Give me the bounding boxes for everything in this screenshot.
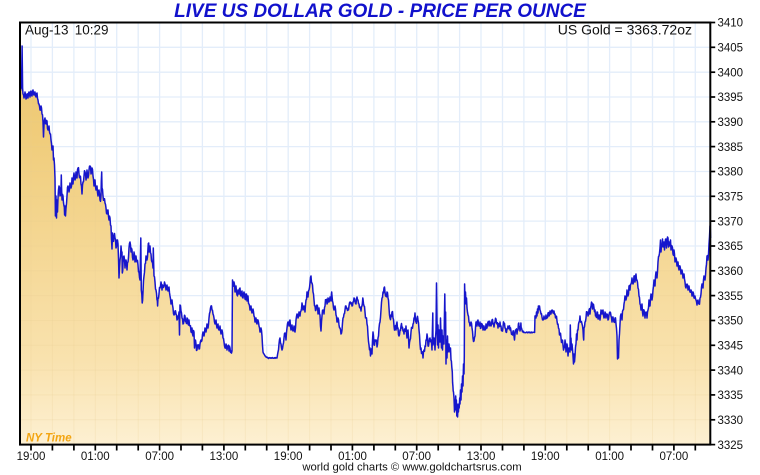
svg-text:3375: 3375 bbox=[718, 192, 744, 204]
svg-text:3330: 3330 bbox=[718, 415, 744, 427]
svg-text:3345: 3345 bbox=[718, 341, 744, 353]
svg-text:3335: 3335 bbox=[718, 390, 744, 402]
svg-text:3380: 3380 bbox=[718, 167, 744, 179]
svg-text:01:00: 01:00 bbox=[595, 451, 624, 463]
svg-text:10:29: 10:29 bbox=[75, 23, 109, 38]
svg-text:3355: 3355 bbox=[718, 291, 744, 303]
svg-text:13:00: 13:00 bbox=[210, 451, 239, 463]
svg-text:01:00: 01:00 bbox=[338, 451, 367, 463]
svg-text:3400: 3400 bbox=[718, 67, 744, 79]
svg-text:19:00: 19:00 bbox=[17, 451, 46, 463]
svg-text:US Gold = 3363.72oz: US Gold = 3363.72oz bbox=[558, 22, 692, 38]
svg-text:3370: 3370 bbox=[718, 216, 744, 228]
svg-text:3405: 3405 bbox=[718, 43, 744, 55]
svg-text:3390: 3390 bbox=[718, 117, 744, 129]
svg-text:3325: 3325 bbox=[718, 440, 744, 452]
svg-text:3340: 3340 bbox=[718, 365, 744, 377]
svg-text:Aug-13: Aug-13 bbox=[25, 23, 69, 38]
svg-text:3395: 3395 bbox=[718, 92, 744, 104]
svg-text:19:00: 19:00 bbox=[274, 451, 303, 463]
svg-text:world gold charts © www.goldch: world gold charts © www.goldchartsrus.co… bbox=[301, 462, 521, 474]
svg-text:3360: 3360 bbox=[718, 266, 744, 278]
svg-text:LIVE US DOLLAR GOLD - PRICE PE: LIVE US DOLLAR GOLD - PRICE PER OUNCE bbox=[174, 1, 587, 22]
svg-text:07:00: 07:00 bbox=[660, 451, 689, 463]
svg-text:NY Time: NY Time bbox=[26, 433, 72, 445]
svg-text:3350: 3350 bbox=[718, 316, 744, 328]
svg-text:01:00: 01:00 bbox=[81, 451, 110, 463]
svg-text:3385: 3385 bbox=[718, 142, 744, 154]
svg-text:07:00: 07:00 bbox=[402, 451, 431, 463]
svg-text:3365: 3365 bbox=[718, 241, 744, 253]
svg-text:3410: 3410 bbox=[718, 18, 744, 30]
svg-text:13:00: 13:00 bbox=[467, 451, 496, 463]
svg-text:19:00: 19:00 bbox=[531, 451, 560, 463]
svg-text:07:00: 07:00 bbox=[145, 451, 174, 463]
